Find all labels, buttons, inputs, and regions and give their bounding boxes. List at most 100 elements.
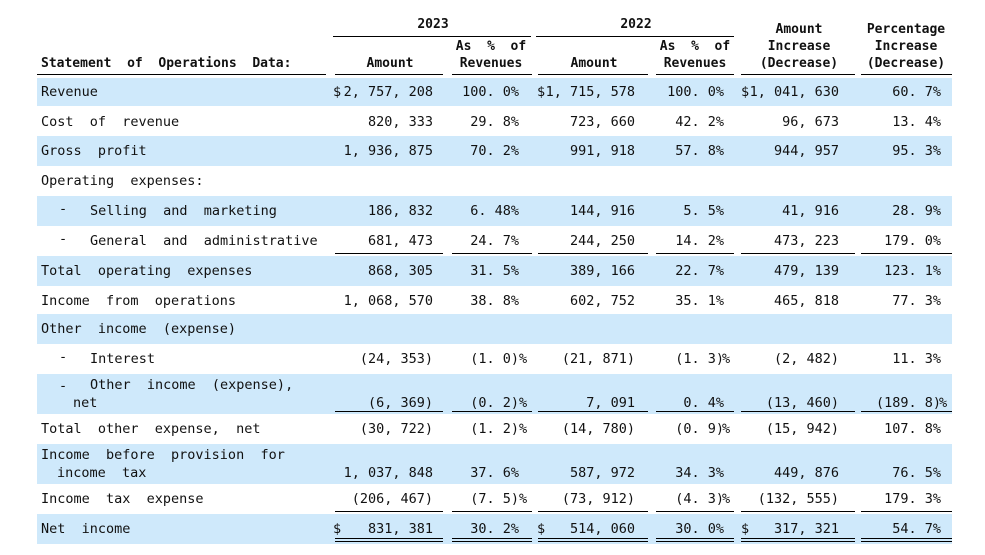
pct-increase-header-1: Percentage xyxy=(866,22,946,37)
value-a23: 868, 305 xyxy=(367,263,433,279)
percent-sign: % xyxy=(519,351,528,367)
value-a22: 602, 752 xyxy=(569,293,635,309)
pct-2023-rule xyxy=(452,74,532,75)
value-p22: 100. 0% xyxy=(667,84,724,100)
value-p23: 70. 2% xyxy=(470,143,519,159)
value-a22: 514, 060 xyxy=(569,521,635,537)
row-label: Interest xyxy=(90,351,156,367)
table-row: Revenue $2, 757, 208 100. 0% $1, 715, 578 10… xyxy=(37,78,952,106)
row-label: General and administrative xyxy=(90,233,318,249)
value-pinc: 95. 3% xyxy=(892,143,941,159)
value-a22: 587, 972 xyxy=(569,465,635,481)
table-row: Income before provision for income tax 1, … xyxy=(37,444,952,484)
table-row: Net income $831, 381 30. 2% $514, 060 30. 0%… xyxy=(37,514,952,544)
row-label: Total other expense, net xyxy=(41,421,261,437)
single-underline xyxy=(538,511,648,512)
value-p22: 57. 8% xyxy=(675,143,724,159)
year-2023-rule xyxy=(333,36,531,37)
value-inc: 473, 223 xyxy=(773,233,839,249)
single-underline xyxy=(861,511,952,512)
percent-sign: % xyxy=(519,395,528,411)
value-p22: (1. 3) xyxy=(675,351,724,367)
value-pinc: 179. 3% xyxy=(884,491,941,507)
value-p23: 29. 8% xyxy=(470,114,519,130)
value-a22: 144, 916 xyxy=(569,203,635,219)
row-label: Cost of revenue xyxy=(41,114,180,130)
single-underline xyxy=(656,511,734,512)
double-underline xyxy=(452,538,532,542)
value-pinc: 77. 3% xyxy=(892,293,941,309)
value-pinc: (189. 8) xyxy=(875,395,941,411)
percent-sign: % xyxy=(722,421,731,437)
percent-sign: % xyxy=(722,491,731,507)
dollar-sign: $ xyxy=(741,521,750,537)
value-p23: 100. 0% xyxy=(462,84,519,100)
value-a23: 681, 473 xyxy=(367,233,433,249)
amount-2023-header: Amount xyxy=(366,56,414,71)
value-pinc: 28. 9% xyxy=(892,203,941,219)
value-a23: 2, 757, 208 xyxy=(343,84,433,100)
value-a23: (30, 722) xyxy=(359,421,433,437)
value-a22: 723, 660 xyxy=(569,114,635,130)
single-underline xyxy=(656,253,734,254)
pct-2023-header-1: As % of xyxy=(455,39,527,54)
value-pinc: 123. 1% xyxy=(884,263,941,279)
year-2022-header: 2022 xyxy=(620,17,652,32)
single-underline xyxy=(335,411,443,412)
row-label: Income tax expense xyxy=(41,491,204,507)
indent-dash: - xyxy=(59,378,68,394)
value-a22: (14, 780) xyxy=(561,421,635,437)
single-underline xyxy=(741,511,855,512)
value-a23: (206, 467) xyxy=(351,491,433,507)
single-underline xyxy=(656,411,734,412)
value-a23: (24, 353) xyxy=(359,351,433,367)
value-pinc: 76. 5% xyxy=(892,465,941,481)
value-pinc: 107. 8% xyxy=(884,421,941,437)
single-underline xyxy=(741,253,855,254)
increase-header-1: Amount xyxy=(775,22,823,37)
dollar-sign: $ xyxy=(537,521,546,537)
table-row: - Interest (24, 353) (1. 0)% (21, 871) (1. 3)… xyxy=(37,344,952,374)
row-label-continued: income tax xyxy=(57,465,147,481)
value-p22: 5. 5% xyxy=(683,203,724,219)
pct-2022-header-2: Revenues xyxy=(663,56,727,71)
value-inc: 944, 957 xyxy=(773,143,839,159)
single-underline xyxy=(452,511,532,512)
value-p23: 38. 8% xyxy=(470,293,519,309)
double-underline xyxy=(656,538,734,542)
pct-2022-rule xyxy=(656,74,734,75)
row-label: Selling and marketing xyxy=(90,203,277,219)
value-a22: 389, 166 xyxy=(569,263,635,279)
value-p23: 30. 2% xyxy=(470,521,519,537)
single-underline xyxy=(452,411,532,412)
single-underline xyxy=(335,511,443,512)
value-inc: 317, 321 xyxy=(773,521,839,537)
amount-2022-header: Amount xyxy=(570,56,618,71)
table-row: Total operating expenses 868, 305 31. 5% 38… xyxy=(37,256,952,286)
double-underline xyxy=(538,538,648,542)
value-p22: 34. 3% xyxy=(675,465,724,481)
percent-sign: % xyxy=(519,421,528,437)
value-pinc: 54. 7% xyxy=(892,521,941,537)
year-2022-rule xyxy=(536,36,734,37)
single-underline xyxy=(452,253,532,254)
value-a22: (73, 912) xyxy=(561,491,635,507)
value-inc: (132, 555) xyxy=(757,491,839,507)
value-inc: 41, 916 xyxy=(782,203,839,219)
value-inc: 96, 673 xyxy=(782,114,839,130)
value-p23: 37. 6% xyxy=(470,465,519,481)
value-a22: 244, 250 xyxy=(569,233,635,249)
double-underline xyxy=(861,538,952,542)
value-p22: 14. 2% xyxy=(675,233,724,249)
pct-increase-header-3: (Decrease) xyxy=(866,56,946,71)
year-2023-header: 2023 xyxy=(417,17,449,32)
single-underline xyxy=(861,411,952,412)
value-inc: (2, 482) xyxy=(773,351,839,367)
table-row: - Selling and marketing 186, 832 6. 48% 144,… xyxy=(37,196,952,226)
increase-header-2: Increase xyxy=(767,39,831,54)
row-label: Total operating expenses xyxy=(41,263,253,279)
dollar-sign: $ xyxy=(333,521,342,537)
value-p22: (4. 3) xyxy=(675,491,724,507)
value-p23: 6. 48% xyxy=(470,203,519,219)
